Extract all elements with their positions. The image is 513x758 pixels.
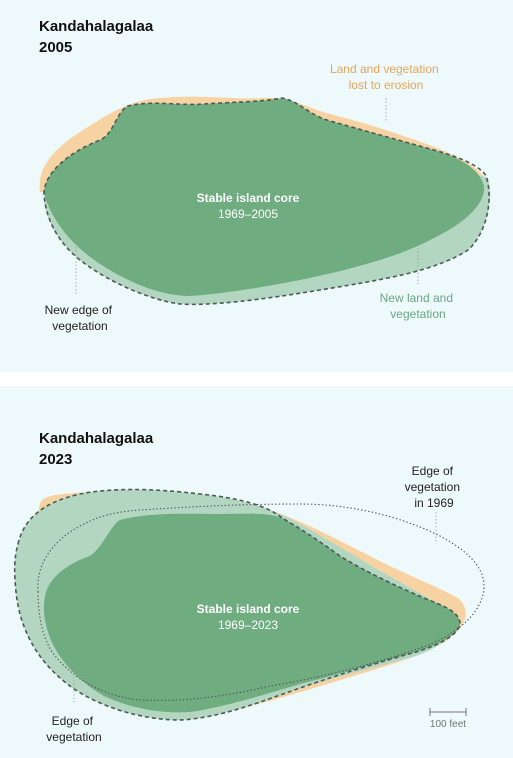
vegetation-edge-line: [43, 97, 490, 306]
map-panel-2023: Kandahalagalaa 2023 Stable island core 1…: [0, 386, 513, 758]
island-core: [44, 98, 485, 296]
new-edge-label: New edge of vegetation: [45, 303, 116, 333]
scale-bar: 100 feet: [429, 708, 467, 730]
edge-1969-label-line: Edge of: [412, 464, 454, 478]
erosion-label-line: lost to erosion: [349, 78, 424, 92]
new-land-label-line: New land and: [380, 291, 453, 305]
new-edge-label-line: vegetation: [52, 319, 107, 333]
edge-1969-label-line: in 1969: [414, 496, 454, 510]
edge-label-line: vegetation: [46, 730, 101, 744]
erosion-label-line: Land and vegetation: [330, 62, 439, 76]
island-name: Kandahalagalaa: [39, 430, 154, 447]
edge-1969-label: Edge of vegetation in 1969: [405, 464, 464, 510]
core-range: 1969–2023: [218, 618, 278, 632]
edge-label: Edge of vegetation: [46, 714, 101, 744]
new-land-label-line: vegetation: [390, 307, 445, 321]
panel-title: Kandahalagalaa 2005: [39, 16, 153, 58]
vegetation-edge-line: [13, 488, 461, 721]
scale-bar-label: 100 feet: [430, 719, 466, 730]
erosion-label: Land and vegetation lost to erosion: [330, 62, 442, 92]
island-map-2005: Stable island core 1969–2005 Land and ve…: [39, 62, 490, 333]
vegetation-edge-1969-line: [37, 503, 485, 702]
core-title: Stable island core: [197, 602, 300, 616]
panel-title: Kandahalagalaa 2023: [39, 428, 153, 470]
map-panel-2005: Kandahalagalaa 2005 Stable island core 1…: [0, 0, 513, 372]
island-map-2023: Stable island core 1969–2023 Edge of veg…: [13, 464, 485, 744]
island-name: Kandahalagalaa: [39, 18, 154, 35]
island-core: [43, 513, 460, 713]
edge-1969-label-line: vegetation: [405, 480, 460, 494]
new-edge-label-line: New edge of: [45, 303, 113, 317]
panel-year: 2023: [39, 451, 73, 468]
core-range: 1969–2005: [218, 207, 278, 221]
new-land-label: New land and vegetation: [380, 291, 457, 321]
edge-label-line: Edge of: [52, 714, 94, 728]
core-title: Stable island core: [197, 191, 300, 205]
panel-year: 2005: [39, 39, 73, 56]
